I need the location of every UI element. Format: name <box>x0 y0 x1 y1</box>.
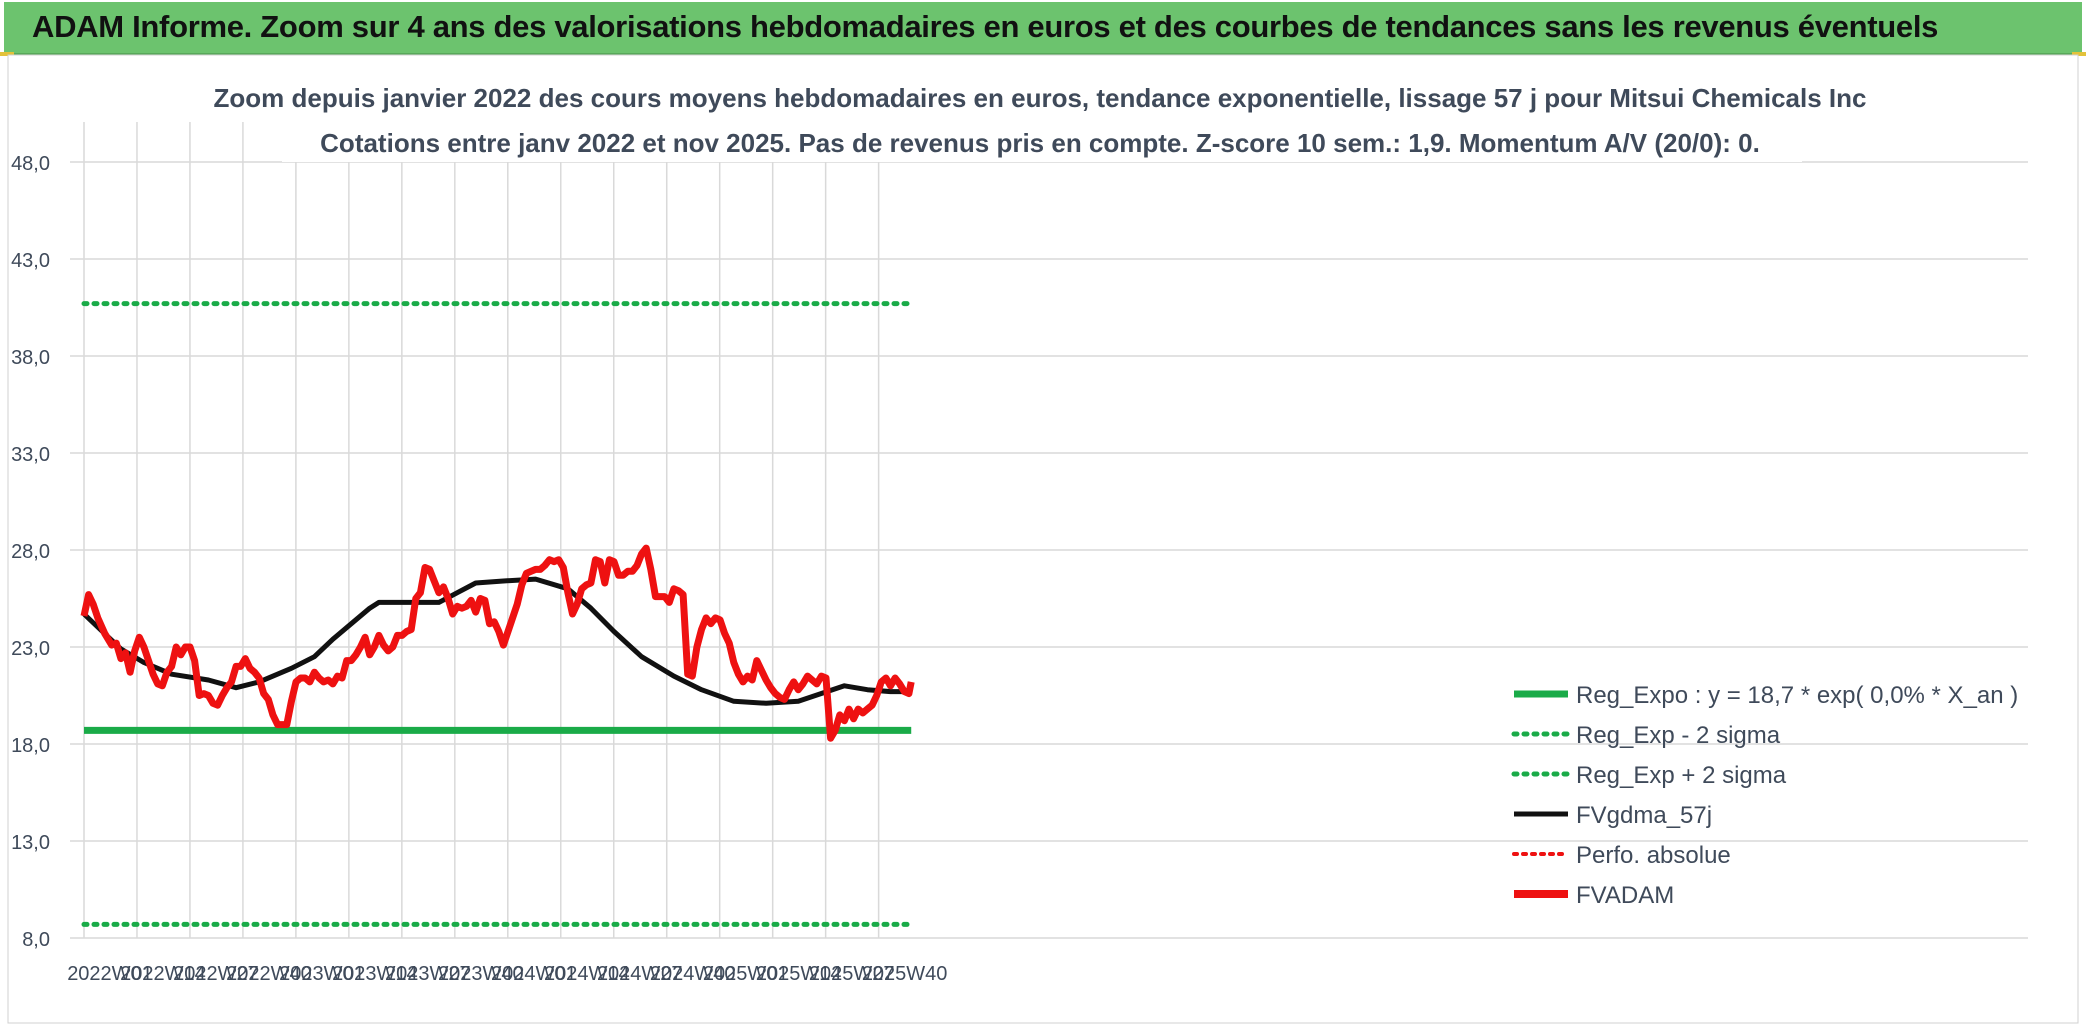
x-tick-label: 2023W27 <box>385 963 471 985</box>
x-tick-label: 2023W40 <box>438 963 524 985</box>
legend-plus-2-sigma-label: Reg_Exp + 2 sigma <box>1576 762 1787 789</box>
x-tick-label: 2024W27 <box>597 963 683 985</box>
x-tick-label: 2024W01 <box>491 963 577 985</box>
y-tick-label: 43,0 <box>11 250 50 272</box>
x-tick-label: 2023W01 <box>279 963 365 985</box>
x-tick-label: 2022W14 <box>120 963 206 985</box>
legend-fvadam-label: FVADAM <box>1576 882 1674 909</box>
y-tick-label: 23,0 <box>11 638 50 660</box>
x-tick-label: 2025W40 <box>862 963 948 985</box>
y-tick-label: 18,0 <box>11 735 50 757</box>
legend-perfo-absolue-label: Perfo. absolue <box>1576 842 1731 869</box>
legend-reg-expo-label: Reg_Expo : y = 18,7 * exp( 0,0% * X_an ) <box>1576 682 2018 709</box>
x-tick-label: 2024W14 <box>544 963 630 985</box>
x-tick-label: 2022W01 <box>67 963 153 985</box>
x-tick-label: 2025W27 <box>809 963 895 985</box>
y-tick-label: 38,0 <box>11 347 50 369</box>
y-tick-label: 13,0 <box>11 832 50 854</box>
banner-corner-right <box>2072 52 2086 56</box>
y-tick-label: 33,0 <box>11 444 50 466</box>
x-tick-label: 2022W27 <box>173 963 259 985</box>
series-fvgdma-57j <box>82 576 912 706</box>
x-tick-label: 2025W01 <box>703 963 789 985</box>
x-tick-label: 2023W14 <box>332 963 418 985</box>
y-tick-label: 8,0 <box>22 929 50 951</box>
chart-subtitle: Cotations entre janv 2022 et nov 2025. P… <box>320 128 1760 158</box>
x-tick-label: 2024W40 <box>650 963 736 985</box>
banner-corner-left <box>0 52 14 56</box>
banner-title: ADAM Informe. Zoom sur 4 ans des valoris… <box>32 9 1939 44</box>
y-tick-label: 48,0 <box>11 153 50 175</box>
x-tick-label: 2025W14 <box>756 963 842 985</box>
legend-minus-2-sigma-label: Reg_Exp - 2 sigma <box>1576 722 1781 749</box>
report-banner: ADAM Informe. Zoom sur 4 ans des valoris… <box>4 2 2082 55</box>
legend-fvgdma-label: FVgdma_57j <box>1576 802 1712 829</box>
series-fvadam <box>80 544 915 742</box>
x-tick-label: 2022W40 <box>226 963 312 985</box>
y-tick-label: 28,0 <box>11 541 50 563</box>
chart-title: Zoom depuis janvier 2022 des cours moyen… <box>214 83 1867 113</box>
